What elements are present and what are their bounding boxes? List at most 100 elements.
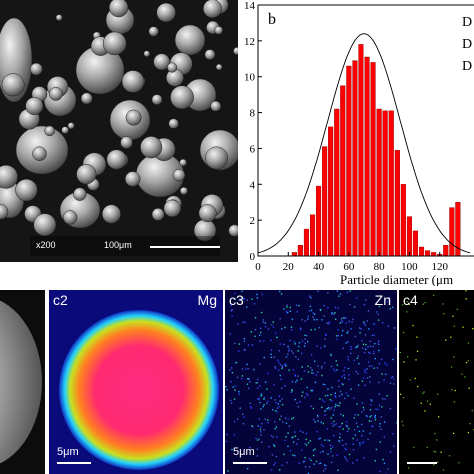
zn-signal-dot — [290, 329, 293, 331]
zn-signal-dot — [281, 328, 283, 330]
zn-signal-dot — [279, 364, 282, 366]
zn-signal-dot — [325, 409, 327, 411]
zn-signal-dot — [336, 369, 338, 371]
zn-signal-dot — [393, 445, 395, 447]
zn-signal-dot — [237, 323, 239, 325]
zn-signal-dot — [312, 312, 314, 314]
zn-signal-dot — [260, 327, 262, 329]
c4-signal-dot — [448, 455, 451, 457]
zn-signal-dot — [317, 290, 319, 292]
zn-signal-dot — [363, 322, 366, 325]
zn-signal-dot — [320, 347, 322, 349]
sem-particle — [49, 87, 63, 101]
zn-signal-dot — [295, 381, 297, 383]
zn-signal-dot — [291, 350, 293, 352]
zn-signal-dot — [283, 308, 285, 310]
zn-signal-dot — [345, 443, 347, 445]
zn-signal-dot — [310, 296, 312, 299]
zn-signal-dot — [348, 428, 350, 430]
zn-signal-dot — [387, 325, 390, 327]
zn-signal-dot — [328, 322, 330, 325]
zn-signal-dot — [387, 468, 389, 470]
zn-signal-dot — [226, 389, 228, 391]
zn-signal-dot — [368, 420, 371, 422]
zn-signal-dot — [256, 439, 259, 441]
zn-signal-dot — [311, 369, 313, 371]
zn-signal-dot — [363, 303, 366, 306]
zn-signal-dot — [389, 308, 391, 310]
zn-signal-dot — [243, 297, 245, 300]
c4-signal-dot — [467, 360, 469, 362]
zn-signal-dot — [350, 352, 352, 354]
histogram-bar — [424, 250, 431, 257]
zn-signal-dot — [352, 449, 355, 451]
zn-signal-dot — [248, 378, 250, 380]
y-tick-label: 12 — [244, 36, 255, 48]
sem-particle — [32, 146, 47, 161]
zn-signal-dot — [239, 407, 241, 409]
c4-signal-dot — [453, 356, 455, 358]
histogram-bar — [309, 214, 316, 257]
zn-signal-dot — [278, 395, 281, 397]
c4-signal-dot — [409, 379, 412, 381]
zn-signal-dot — [309, 295, 311, 297]
zn-signal-dot — [378, 393, 380, 395]
sem-particle — [156, 2, 176, 23]
zn-signal-dot — [264, 418, 267, 420]
zn-signal-dot — [357, 414, 359, 416]
zn-signal-dot — [374, 460, 376, 462]
zn-signal-dot — [386, 395, 388, 397]
zn-signal-dot — [346, 459, 348, 462]
zn-signal-dot — [279, 374, 281, 377]
zn-signal-dot — [323, 400, 325, 403]
c4-signal-dot — [467, 431, 469, 434]
zn-signal-dot — [286, 306, 288, 308]
zn-signal-dot — [322, 450, 324, 453]
c4-signal-dot — [422, 303, 424, 305]
zn-signal-dot — [316, 430, 318, 433]
zn-signal-dot — [332, 414, 334, 416]
zn-signal-dot — [324, 414, 326, 416]
zn-signal-dot — [389, 451, 392, 453]
zn-signal-dot — [243, 338, 245, 340]
zn-signal-dot — [289, 339, 291, 342]
zn-signal-dot — [307, 442, 310, 444]
c4-signal-dot — [465, 290, 467, 292]
sem-particle — [228, 224, 238, 237]
sem-particle — [124, 171, 141, 187]
zn-signal-dot — [320, 421, 322, 423]
zn-signal-dot — [353, 417, 356, 419]
map-c4-scale-bar — [407, 462, 437, 464]
zn-signal-dot — [364, 348, 367, 350]
c4-signal-dot — [442, 469, 445, 471]
zn-signal-dot — [304, 396, 306, 399]
zn-signal-dot — [351, 321, 353, 323]
zn-signal-dot — [255, 382, 257, 384]
sem-particle — [233, 47, 238, 55]
zn-signal-dot — [383, 436, 385, 438]
zn-signal-dot — [373, 334, 375, 336]
zn-signal-dot — [364, 370, 366, 372]
map-c2-element: Mg — [197, 292, 217, 308]
zn-signal-dot — [229, 333, 231, 335]
zn-signal-dot — [253, 368, 255, 371]
c4-signal-dot — [402, 424, 404, 427]
zn-signal-dot — [234, 292, 236, 295]
zn-signal-dot — [375, 311, 378, 313]
zn-signal-dot — [327, 306, 329, 309]
zn-signal-dot — [267, 328, 270, 330]
c4-signal-dot — [423, 391, 425, 393]
zn-signal-dot — [331, 386, 333, 389]
zn-signal-dot — [342, 347, 344, 349]
zn-signal-dot — [365, 372, 367, 374]
zn-signal-dot — [378, 305, 381, 308]
zn-signal-dot — [350, 348, 353, 351]
zn-signal-dot — [254, 329, 257, 331]
zn-signal-dot — [345, 421, 348, 423]
sem-particle — [25, 97, 44, 115]
zn-signal-dot — [310, 354, 313, 356]
zn-signal-dot — [375, 408, 377, 410]
sem-scale-bar — [150, 246, 220, 248]
zn-signal-dot — [305, 335, 308, 337]
sem-particle — [210, 100, 222, 112]
